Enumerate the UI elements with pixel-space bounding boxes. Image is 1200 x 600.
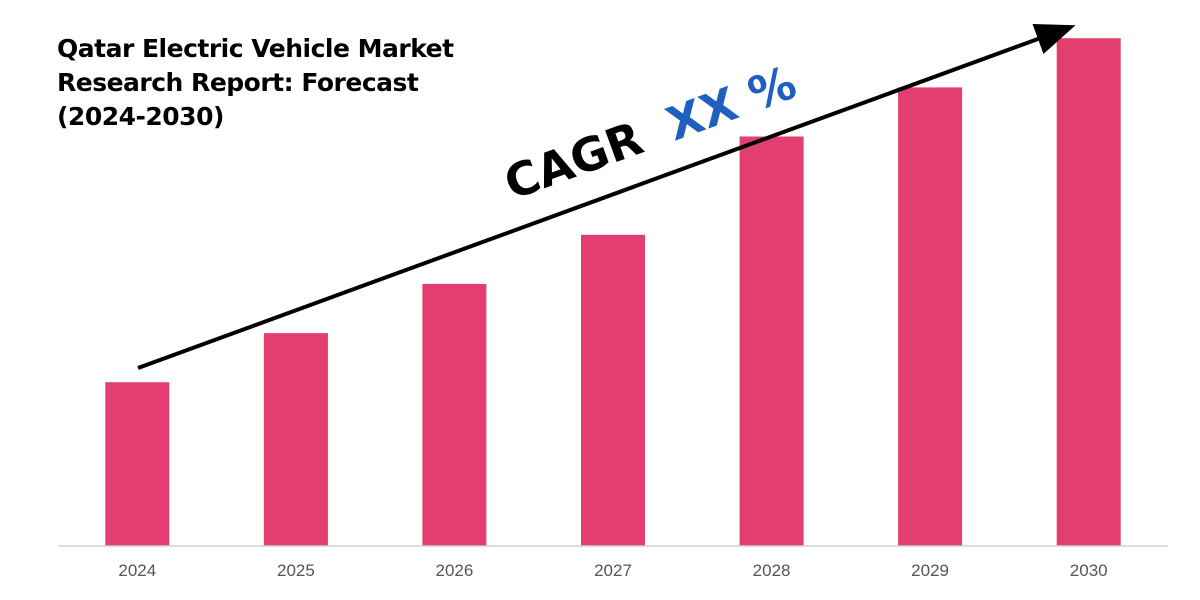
x-tick-label-2030: 2030	[1070, 561, 1108, 580]
bars-group	[105, 38, 1121, 547]
bar-2025	[263, 333, 328, 546]
bar-2024	[105, 382, 170, 546]
x-tick-label-2026: 2026	[435, 561, 473, 580]
bar-2028	[739, 136, 804, 546]
x-tick-label-2029: 2029	[911, 561, 949, 580]
bar-2030	[1056, 38, 1121, 546]
growth-arrow	[137, 23, 1076, 370]
chart-title-line-2: Research Report: Forecast	[57, 68, 419, 97]
chart-title-line-1: Qatar Electric Vehicle Market	[57, 34, 454, 63]
chart-title: Qatar Electric Vehicle Market Research R…	[57, 32, 537, 134]
x-tick-label-2024: 2024	[118, 561, 156, 580]
bar-2029	[898, 87, 963, 547]
bar-2026	[422, 283, 487, 546]
x-tick-label-2027: 2027	[594, 561, 632, 580]
chart-title-line-3: (2024-2030)	[57, 102, 224, 131]
x-tick-label-2028: 2028	[753, 561, 791, 580]
x-tick-label-2025: 2025	[277, 561, 315, 580]
x-tick-labels: 2024 2025 2026 2027 2028 2029 2030	[118, 561, 1107, 580]
bar-2027	[581, 234, 645, 547]
